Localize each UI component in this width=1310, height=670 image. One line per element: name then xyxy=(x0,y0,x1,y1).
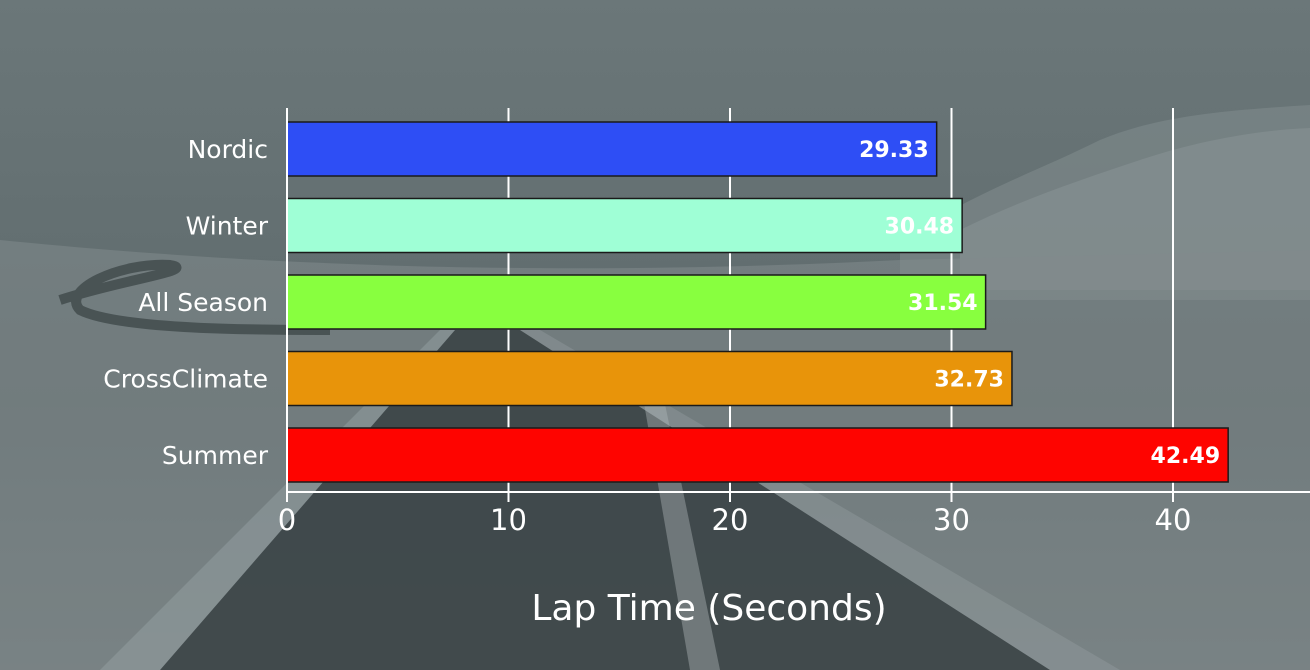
x-tick-label: 30 xyxy=(933,503,970,537)
bar-nordic xyxy=(286,121,938,177)
x-tick-label: 20 xyxy=(712,503,749,537)
data-label: 30.48 xyxy=(885,215,955,240)
bar-winter xyxy=(286,197,963,254)
data-label: 29.33 xyxy=(859,138,929,163)
labels: 0 10 20 30 40 Nordic 29.33 Winter 30.48 All Seaso… xyxy=(103,135,1220,537)
category-label: Summer xyxy=(162,441,269,470)
category-label: Nordic xyxy=(188,135,268,164)
bar-all-season xyxy=(286,274,987,330)
bar-crossclimate xyxy=(286,350,1013,407)
data-label: 31.54 xyxy=(908,291,978,316)
category-label: CrossClimate xyxy=(103,365,268,394)
bars xyxy=(286,121,1229,483)
category-label: Winter xyxy=(186,212,269,241)
bar-summer xyxy=(286,427,1229,483)
data-label: 42.49 xyxy=(1151,444,1221,469)
x-tick-label: 0 xyxy=(278,503,296,537)
x-tick-label: 10 xyxy=(490,503,527,537)
data-label: 32.73 xyxy=(934,368,1004,393)
x-tick-label: 40 xyxy=(1155,503,1192,537)
x-axis-title: Lap Time (Seconds) xyxy=(531,588,886,629)
axes xyxy=(286,108,1310,502)
category-label: All Season xyxy=(138,288,268,317)
